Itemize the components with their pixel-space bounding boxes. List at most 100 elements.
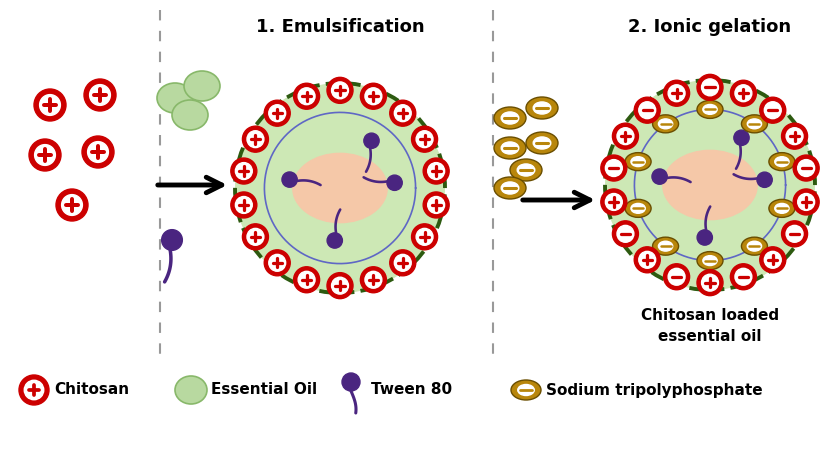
Ellipse shape <box>769 153 795 171</box>
Circle shape <box>34 89 66 121</box>
Circle shape <box>242 224 269 250</box>
Circle shape <box>697 230 712 245</box>
Circle shape <box>327 78 353 103</box>
Circle shape <box>365 271 382 288</box>
Circle shape <box>764 102 782 118</box>
Circle shape <box>638 252 656 268</box>
Text: 2. Ionic gelation: 2. Ionic gelation <box>629 18 791 36</box>
Circle shape <box>701 274 719 291</box>
Circle shape <box>342 373 360 391</box>
Circle shape <box>757 172 772 187</box>
Circle shape <box>390 250 416 276</box>
Circle shape <box>56 189 88 221</box>
Ellipse shape <box>775 203 789 213</box>
Circle shape <box>668 85 685 102</box>
Circle shape <box>786 225 803 242</box>
Ellipse shape <box>293 153 387 223</box>
Circle shape <box>734 130 749 146</box>
Ellipse shape <box>658 241 672 251</box>
Circle shape <box>735 269 752 285</box>
Circle shape <box>730 264 757 290</box>
Circle shape <box>798 160 815 177</box>
Circle shape <box>423 192 449 218</box>
Ellipse shape <box>703 256 717 266</box>
Circle shape <box>613 123 638 149</box>
Ellipse shape <box>533 102 551 114</box>
Circle shape <box>663 80 690 106</box>
Circle shape <box>327 233 342 248</box>
Ellipse shape <box>494 107 526 129</box>
Circle shape <box>35 145 55 165</box>
Circle shape <box>668 269 685 285</box>
Circle shape <box>605 80 815 290</box>
Circle shape <box>294 83 319 109</box>
Ellipse shape <box>631 157 645 167</box>
Ellipse shape <box>518 385 534 396</box>
Ellipse shape <box>175 376 207 404</box>
Circle shape <box>730 80 757 106</box>
Ellipse shape <box>703 105 717 114</box>
Ellipse shape <box>517 164 535 176</box>
Circle shape <box>613 221 638 247</box>
Ellipse shape <box>775 157 789 167</box>
Circle shape <box>236 196 252 213</box>
Ellipse shape <box>748 119 762 129</box>
Circle shape <box>364 133 379 148</box>
Circle shape <box>663 264 690 290</box>
Circle shape <box>697 269 723 296</box>
Circle shape <box>269 105 285 122</box>
Circle shape <box>269 254 285 271</box>
Circle shape <box>235 83 445 293</box>
Circle shape <box>412 224 437 250</box>
Text: Sodium tripolyphosphate: Sodium tripolyphosphate <box>546 382 762 397</box>
Circle shape <box>701 79 719 96</box>
Circle shape <box>327 273 353 299</box>
Text: Tween 80: Tween 80 <box>371 382 452 397</box>
Circle shape <box>82 136 114 168</box>
Circle shape <box>782 123 808 149</box>
Circle shape <box>735 85 752 102</box>
Circle shape <box>428 162 445 179</box>
Circle shape <box>361 267 386 293</box>
Ellipse shape <box>501 182 519 194</box>
Circle shape <box>40 95 60 115</box>
Circle shape <box>634 97 660 123</box>
Ellipse shape <box>172 100 208 130</box>
Circle shape <box>161 230 182 250</box>
Ellipse shape <box>625 153 651 171</box>
Circle shape <box>423 158 449 184</box>
Text: Chitosan loaded
essential oil: Chitosan loaded essential oil <box>641 308 779 344</box>
Ellipse shape <box>526 97 558 119</box>
Ellipse shape <box>511 380 541 400</box>
Circle shape <box>605 160 622 177</box>
Circle shape <box>265 100 290 126</box>
Circle shape <box>798 194 815 210</box>
Circle shape <box>247 229 264 245</box>
Ellipse shape <box>658 119 672 129</box>
Circle shape <box>634 247 660 273</box>
Circle shape <box>24 380 44 400</box>
Circle shape <box>332 277 348 294</box>
Circle shape <box>332 82 348 99</box>
Circle shape <box>764 252 782 268</box>
Circle shape <box>605 194 622 210</box>
Circle shape <box>760 247 786 273</box>
Circle shape <box>617 225 633 242</box>
Circle shape <box>428 196 445 213</box>
Circle shape <box>299 88 315 105</box>
Ellipse shape <box>662 151 758 220</box>
Ellipse shape <box>748 241 762 251</box>
Circle shape <box>29 139 61 171</box>
Circle shape <box>231 192 257 218</box>
Circle shape <box>361 83 386 109</box>
Circle shape <box>299 271 315 288</box>
Circle shape <box>786 128 803 145</box>
Ellipse shape <box>769 199 795 218</box>
Circle shape <box>793 155 820 181</box>
Ellipse shape <box>494 137 526 159</box>
Circle shape <box>294 267 319 293</box>
Circle shape <box>282 172 297 187</box>
Circle shape <box>394 254 411 271</box>
Circle shape <box>365 88 382 105</box>
Circle shape <box>387 175 402 190</box>
